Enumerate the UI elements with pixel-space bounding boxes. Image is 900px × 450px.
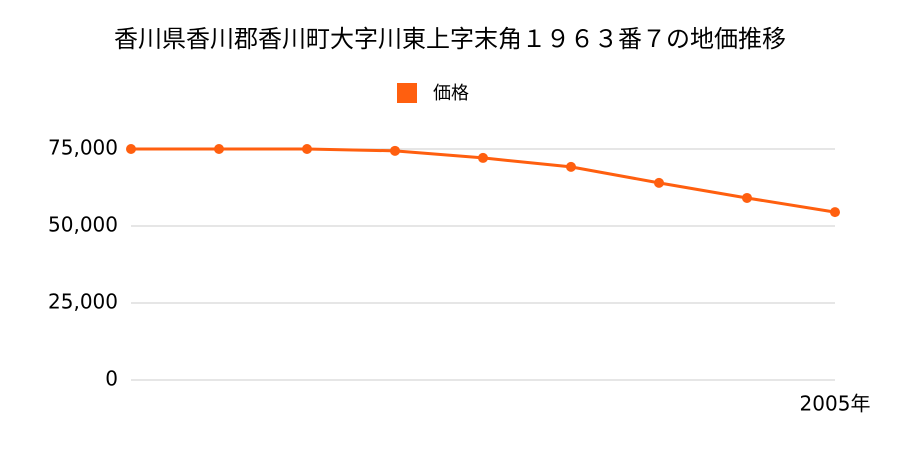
data-point [302, 144, 312, 154]
x-tick-label: 2005年 [800, 392, 871, 416]
legend-label: 価格 [433, 83, 469, 104]
data-point [654, 177, 664, 188]
y-tick-label: 0 [105, 367, 118, 391]
data-point [390, 145, 400, 156]
y-tick-label: 50,000 [48, 213, 118, 237]
chart-title: 香川県香川郡香川町大字川東上字末角１９６３番７の地価推移 [114, 25, 786, 53]
y-tick-label: 75,000 [48, 136, 118, 160]
data-point [214, 144, 224, 154]
legend-swatch [397, 83, 417, 103]
y-tick-label: 25,000 [48, 290, 118, 314]
data-point [830, 207, 840, 218]
data-point [126, 144, 136, 154]
data-point [742, 192, 752, 203]
data-point [478, 152, 488, 163]
data-point [566, 161, 576, 172]
